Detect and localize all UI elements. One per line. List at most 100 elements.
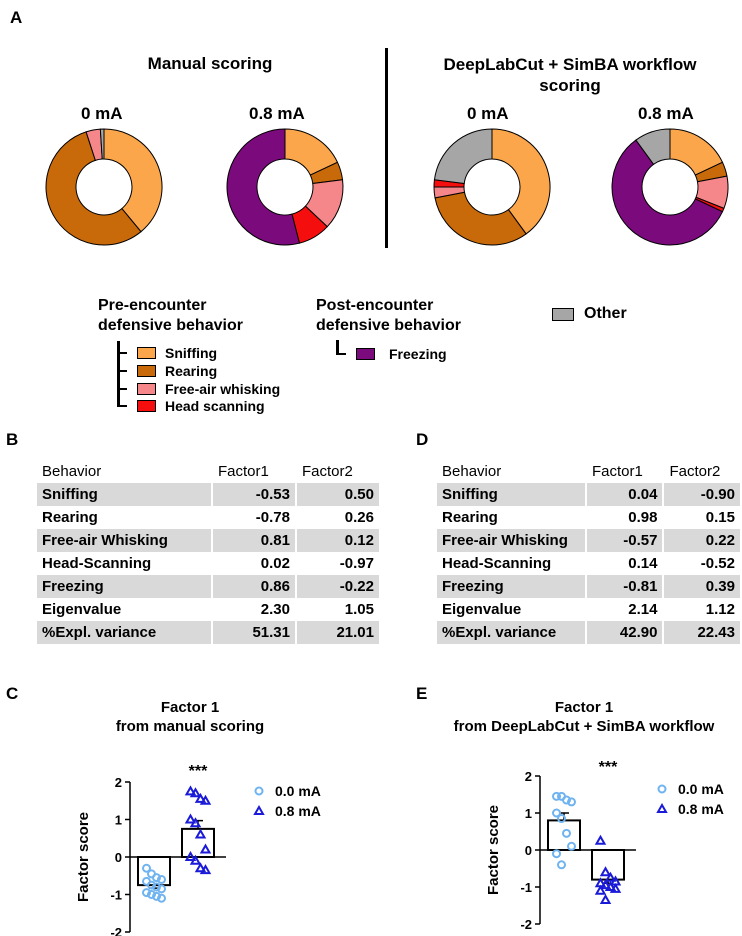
data-point	[594, 834, 607, 845]
table-b-cell: %Expl. variance	[37, 621, 213, 644]
legend-other-swatch	[552, 308, 574, 321]
chart-title: Factor 1	[161, 700, 219, 716]
table-b-row: %Expl. variance 51.31 21.01	[37, 621, 381, 644]
legend-rearing-swatch	[137, 365, 156, 377]
table-d-row: Eigenvalue 2.14 1.12	[437, 598, 742, 621]
y-tick-label: 0	[525, 843, 532, 858]
post-bracket-tick	[336, 353, 346, 355]
data-point	[147, 890, 156, 899]
dlc-scoring-title: DeepLabCut + SimBA workflow scoring	[420, 54, 720, 96]
data-point	[557, 860, 566, 870]
legend-marker-08	[253, 804, 265, 815]
table-b-cell: Eigenvalue	[37, 598, 213, 621]
manual-08ma-label: 0.8 mA	[249, 104, 305, 123]
table-d-cell: -0.81	[585, 575, 665, 598]
table-d-row: Rearing 0.98 0.15	[437, 506, 742, 529]
legend-whisking-swatch	[137, 383, 156, 395]
table-d-row: %Expl. variance 42.90 22.43	[437, 621, 742, 644]
post-encounter-line2: defensive behavior	[316, 317, 461, 334]
y-tick-label: 1	[115, 813, 122, 828]
table-d-cell: Sniffing	[437, 483, 587, 506]
table-b-cell: -0.53	[212, 483, 297, 506]
y-tick-label: -2	[520, 917, 532, 932]
table-b-row: Rearing -0.78 0.26	[37, 506, 381, 529]
dlc-title-line2: scoring	[539, 76, 601, 95]
data-point	[194, 792, 207, 803]
legend-rearing-label: Rearing	[165, 363, 218, 379]
table-d-cell: 42.90	[585, 621, 665, 644]
data-point	[189, 817, 202, 828]
y-tick-label: -2	[110, 925, 122, 936]
table-b-row: Eigenvalue 2.30 1.05	[37, 598, 381, 621]
data-point	[562, 795, 571, 805]
data-point	[189, 854, 202, 865]
legend-whisking-label: Free-air whisking	[165, 381, 281, 397]
donut-slice-rearing	[434, 191, 527, 246]
legend-series-label: 0.8 mA	[678, 801, 724, 817]
data-point	[604, 871, 617, 882]
legend-head-scanning-swatch	[137, 400, 156, 412]
y-tick-label: -1	[520, 880, 532, 895]
table-d-cell: %Expl. variance	[437, 621, 587, 644]
legend-sniffing-label: Sniffing	[165, 345, 218, 361]
data-point	[142, 888, 151, 898]
data-point	[152, 882, 161, 892]
data-point	[157, 893, 166, 903]
pre-encounter-heading: Pre-encounter defensive behavior	[98, 296, 243, 336]
table-b-cell: 0.50	[296, 483, 381, 506]
legend-marker-00	[657, 784, 667, 794]
legend-head-scanning-label: Head scanning	[165, 398, 265, 414]
legend-series-label: 0.8 mA	[275, 803, 321, 819]
post-encounter-line1: Post-encounter	[316, 297, 434, 314]
table-b-cell: Freezing	[37, 575, 213, 598]
table-d-cell: Rearing	[437, 506, 587, 529]
data-point	[609, 882, 622, 893]
table-b-cell: 1.05	[296, 598, 381, 621]
data-point	[194, 828, 207, 839]
table-b-cell: -0.78	[212, 506, 297, 529]
y-axis-label: Factor score	[75, 812, 92, 902]
manual-0ma-label: 0 mA	[81, 104, 123, 123]
legend-marker-00	[254, 786, 264, 796]
data-point	[604, 880, 617, 891]
table-b-cell: 51.31	[212, 621, 297, 644]
significance-marker: ***	[189, 763, 208, 780]
data-point	[189, 787, 202, 798]
data-point	[567, 841, 576, 851]
table-d-header-cell: Behavior	[437, 460, 587, 483]
table-b-cell: Rearing	[37, 506, 213, 529]
table-d: Behavior Factor1 Factor2 Sniffing 0.04 -0.90 R…	[437, 460, 742, 644]
table-b: Behavior Factor1 Factor2 Sniffing -0.53 0.50 R…	[37, 460, 381, 644]
legend-marker-08	[656, 802, 668, 813]
pre-bracket-line	[117, 341, 120, 407]
table-d-cell: Eigenvalue	[437, 598, 587, 621]
table-d-cell: 0.98	[585, 506, 665, 529]
table-d-cell: 0.04	[585, 483, 665, 506]
table-d-header-cell: Factor2	[663, 460, 742, 483]
pre-bracket-tick-2	[117, 370, 127, 372]
table-d-cell: 0.14	[585, 552, 665, 575]
factor-score-charts: Factor 1 from manual scoring -2 -1 0 1 2 Factor…	[75, 700, 724, 936]
legend-series-label: 0.0 mA	[275, 783, 321, 799]
pre-encounter-line1: Pre-encounter	[98, 297, 207, 314]
data-point	[552, 791, 561, 801]
table-b-cell: 0.26	[296, 506, 381, 529]
post-encounter-heading: Post-encounter defensive behavior	[316, 296, 461, 336]
dlc-0ma-label: 0 mA	[467, 104, 509, 123]
table-d-header-row: Behavior Factor1 Factor2	[437, 460, 742, 483]
donut-slice-sniffing	[491, 128, 551, 235]
data-point	[147, 880, 156, 890]
table-b-header-row: Behavior Factor1 Factor2	[37, 460, 381, 483]
data-point	[152, 891, 161, 901]
table-b-cell: 0.12	[296, 529, 381, 552]
chart-title: Factor 1	[555, 700, 613, 716]
data-point	[184, 785, 197, 796]
donut-slice-rearing	[45, 131, 142, 246]
dlc-title-line1: DeepLabCut + SimBA workflow	[443, 55, 697, 74]
data-point	[199, 794, 212, 805]
panel-label-b: B	[6, 430, 19, 449]
y-tick-label: 1	[525, 806, 532, 821]
pre-bracket-tick-4	[117, 405, 127, 407]
chart-subtitle: from manual scoring	[116, 718, 264, 735]
table-b-header-cell: Behavior	[37, 460, 213, 483]
